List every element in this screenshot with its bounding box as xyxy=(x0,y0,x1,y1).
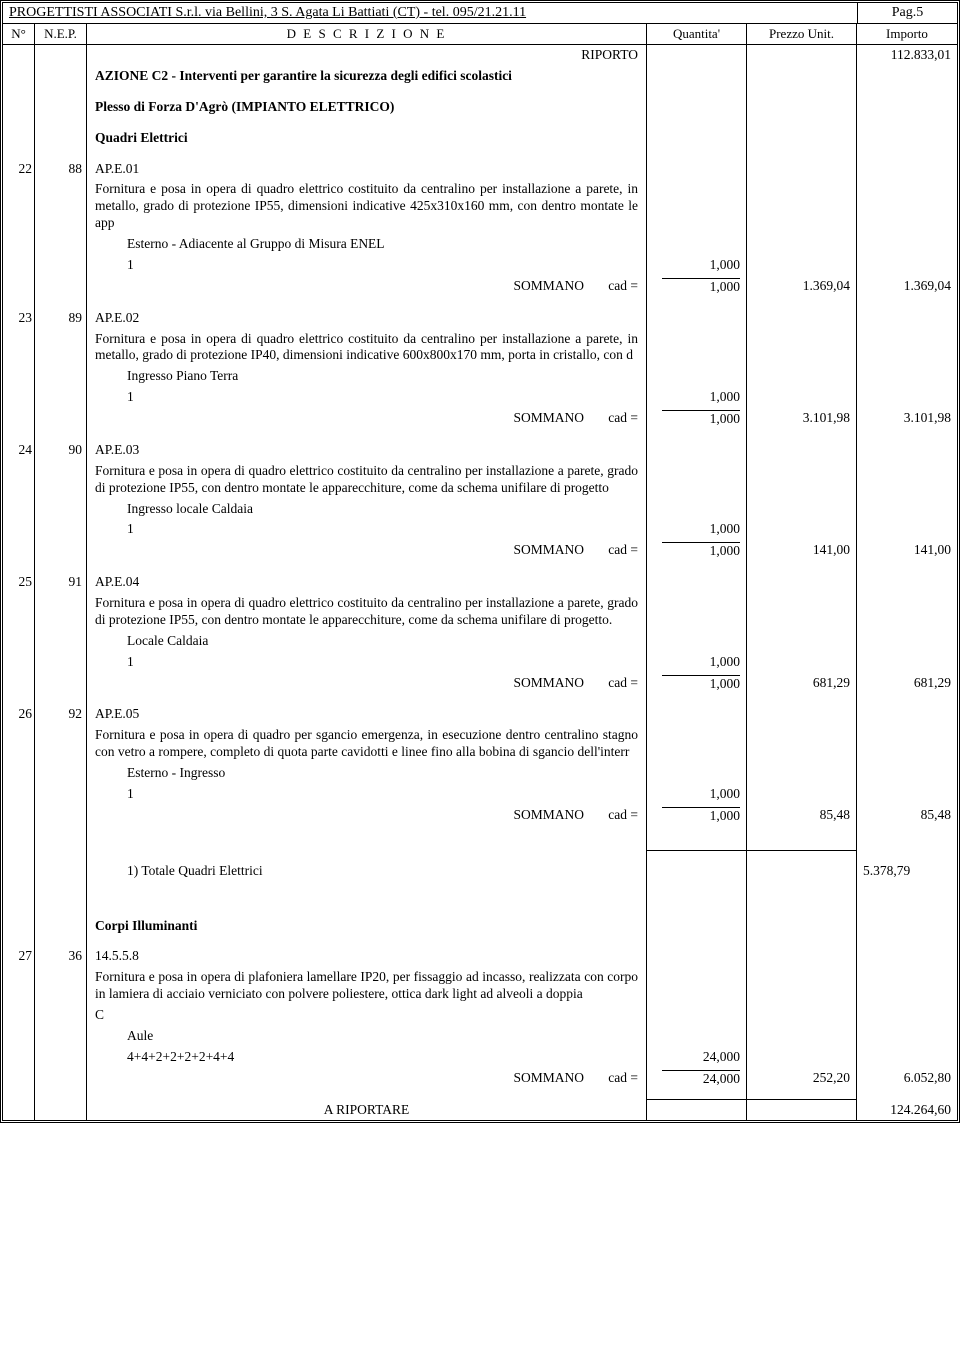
totale-row: 1) Totale Quadri Elettrici 5.378,79 xyxy=(3,861,957,882)
sommano-row: SOMMANOcad = 24,000 252,20 6.052,80 xyxy=(3,1068,957,1090)
item-row: 27 36 14.5.5.8 xyxy=(3,946,957,967)
item-sub: Ingresso Piano Terra xyxy=(87,366,647,387)
sommano-row: SOMMANOcad = 1,000 3.101,98 3.101,98 xyxy=(3,408,957,430)
qty-line: 1 xyxy=(87,255,647,276)
prezzo-unit: 1.369,04 xyxy=(747,276,857,298)
page-number: Pag.5 xyxy=(857,3,957,23)
col-desc: D E S C R I Z I O N E xyxy=(87,24,647,44)
col-imp: Importo xyxy=(857,24,957,44)
sommano-unit: cad = xyxy=(590,278,638,295)
importo: 1.369,04 xyxy=(857,276,957,298)
item-code: AP.E.01 xyxy=(87,159,647,180)
c-line: C xyxy=(87,1005,647,1026)
column-headers: N° N.E.P. D E S C R I Z I O N E Quantita… xyxy=(3,24,957,45)
title-row-1: AZIONE C2 - Interventi per garantire la … xyxy=(3,66,957,87)
item-sub: Esterno - Adiacente al Gruppo di Misura … xyxy=(87,234,647,255)
page-header: PROGETTISTI ASSOCIATI S.r.l. via Bellini… xyxy=(3,3,957,24)
totale-value: 5.378,79 xyxy=(857,861,957,882)
a-riportare-label: A RIPORTARE xyxy=(87,1100,647,1121)
item-no: 23 xyxy=(3,308,35,329)
col-no: N° xyxy=(3,24,35,44)
item-nep: 88 xyxy=(35,159,87,180)
section2-label: Corpi Illuminanti xyxy=(87,916,647,937)
sum-qty: 1,000 xyxy=(662,278,740,296)
item-desc: Fornitura e posa in opera di quadro elet… xyxy=(87,329,647,367)
a-riportare-value: 124.264,60 xyxy=(857,1100,957,1121)
document-page: PROGETTISTI ASSOCIATI S.r.l. via Bellini… xyxy=(0,0,960,1123)
title-plesso: Plesso di Forza D'Agrò (IMPIANTO ELETTRI… xyxy=(87,97,647,118)
riporto-label: RIPORTO xyxy=(87,45,647,66)
sommano-row: SOMMANOcad = 1,000 681,29 681,29 xyxy=(3,673,957,695)
col-pu: Prezzo Unit. xyxy=(747,24,857,44)
item-no: 22 xyxy=(3,159,35,180)
item-row: 22 88 AP.E.01 xyxy=(3,159,957,180)
section-corpi: Corpi Illuminanti xyxy=(3,916,957,937)
col-qta: Quantita' xyxy=(647,24,747,44)
item-desc: Fornitura e posa in opera di quadro elet… xyxy=(87,179,647,234)
col-nep: N.E.P. xyxy=(35,24,87,44)
item-nep: 89 xyxy=(35,308,87,329)
item-row: 26 92 AP.E.05 xyxy=(3,704,957,725)
title-azione: AZIONE C2 - Interventi per garantire la … xyxy=(87,66,647,87)
sommano-label: SOMMANO xyxy=(513,278,590,295)
item-row: 25 91 AP.E.04 xyxy=(3,572,957,593)
title-row-2: Plesso di Forza D'Agrò (IMPIANTO ELETTRI… xyxy=(3,97,957,118)
totale-label: 1) Totale Quadri Elettrici xyxy=(87,861,647,882)
footer-row: A RIPORTARE 124.264,60 xyxy=(3,1100,957,1121)
company-info: PROGETTISTI ASSOCIATI S.r.l. via Bellini… xyxy=(3,3,857,23)
qty-val: 1,000 xyxy=(647,387,747,408)
item-row: 23 89 AP.E.02 xyxy=(3,308,957,329)
item-code: AP.E.02 xyxy=(87,308,647,329)
riporto-value: 112.833,01 xyxy=(857,45,957,66)
item-row: 24 90 AP.E.03 xyxy=(3,440,957,461)
sommano-row: SOMMANOcad = 1,000 1.369,04 1.369,04 xyxy=(3,276,957,298)
qty-line: 1 xyxy=(87,387,647,408)
qty-val: 1,000 xyxy=(647,255,747,276)
section-quadri: Quadri Elettrici xyxy=(3,128,957,149)
sommano-row: SOMMANOcad = 1,000 141,00 141,00 xyxy=(3,540,957,562)
sommano-row: SOMMANOcad = 1,000 85,48 85,48 xyxy=(3,805,957,827)
riporto-row: RIPORTO 112.833,01 xyxy=(3,45,957,66)
section1-label: Quadri Elettrici xyxy=(87,128,647,149)
